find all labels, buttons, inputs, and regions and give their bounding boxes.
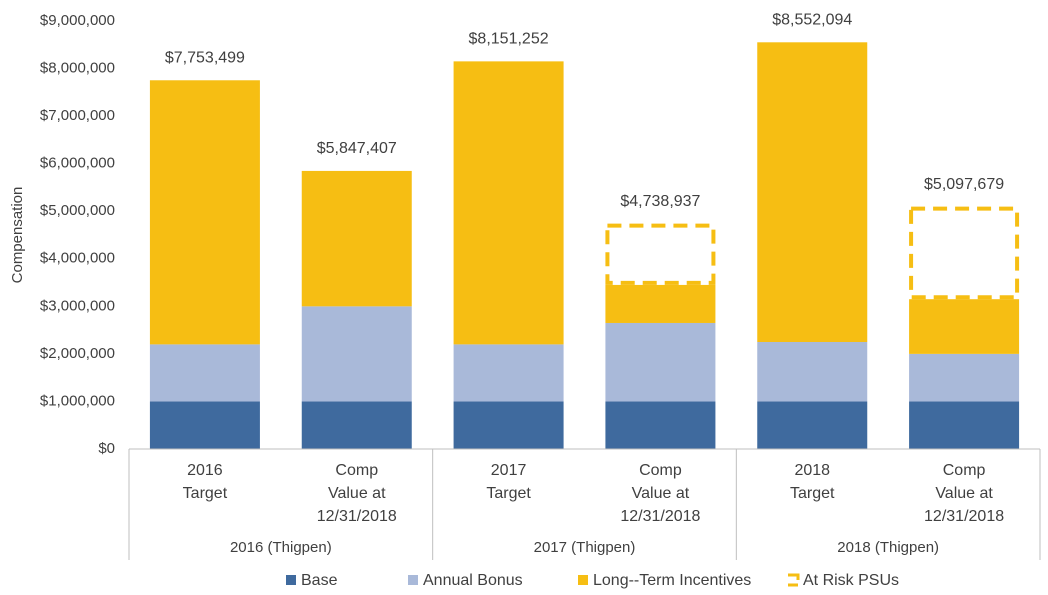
- bar-segment: [453, 401, 564, 449]
- total-label: $7,753,499: [165, 49, 245, 66]
- at-risk-bar: [605, 223, 716, 285]
- y-tick-label: $5,000,000: [40, 202, 115, 219]
- bar-segment: [453, 61, 564, 345]
- x-tick-label: 12/31/2018: [317, 508, 397, 525]
- legend-label: At Risk PSUs: [803, 572, 899, 589]
- x-tick-label: 2018: [794, 462, 830, 479]
- bar-segment: [301, 401, 412, 449]
- legend-swatch: [286, 575, 296, 585]
- x-tick-label: 12/31/2018: [620, 508, 700, 525]
- x-tick-label: 12/31/2018: [924, 508, 1004, 525]
- at-risk-bar: [909, 206, 1020, 300]
- bar-segment: [909, 353, 1020, 402]
- x-tick-label: Target: [183, 485, 228, 502]
- legend-swatch: [788, 573, 800, 587]
- bar-segment: [301, 170, 412, 307]
- x-tick-label: Target: [486, 485, 531, 502]
- y-tick-label: $4,000,000: [40, 250, 115, 267]
- y-tick-label: $1,000,000: [40, 392, 115, 409]
- legend-swatch: [578, 575, 588, 585]
- bar-segment: [757, 42, 868, 343]
- bar-segment: [909, 401, 1020, 449]
- y-axis-label: Compensation: [9, 187, 26, 284]
- legend-label: Base: [301, 572, 338, 589]
- x-tick-label: Comp: [639, 462, 682, 479]
- bar-segment: [757, 401, 868, 449]
- total-label: $5,847,407: [317, 140, 397, 157]
- x-tick-label: 2016: [187, 462, 223, 479]
- bar-segment: [453, 344, 564, 402]
- y-tick-label: $3,000,000: [40, 297, 115, 314]
- y-tick-label: $0: [98, 440, 115, 457]
- bar-segment: [149, 401, 260, 449]
- group-label: 2018 (Thigpen): [837, 539, 939, 556]
- total-label: $8,552,094: [772, 12, 852, 29]
- bar-segment: [909, 299, 1020, 354]
- x-tick-label: Value at: [632, 485, 690, 502]
- group-label: 2016 (Thigpen): [230, 539, 332, 556]
- x-tick-label: 2017: [491, 462, 527, 479]
- legend-label: Annual Bonus: [423, 572, 523, 589]
- total-label: $4,738,937: [620, 193, 700, 210]
- y-tick-label: $2,000,000: [40, 345, 115, 362]
- x-tick-label: Comp: [943, 462, 986, 479]
- x-tick-label: Target: [790, 485, 835, 502]
- legend-label: Long--Term Incentives: [593, 572, 751, 589]
- total-label: $8,151,252: [469, 31, 549, 48]
- total-label: $5,097,679: [924, 176, 1004, 193]
- x-tick-label: Value at: [328, 485, 386, 502]
- bar-segment: [605, 284, 716, 323]
- group-label: 2017 (Thigpen): [534, 539, 636, 556]
- y-tick-label: $9,000,000: [40, 12, 115, 29]
- bar-segment: [301, 306, 412, 402]
- bar-segment: [757, 342, 868, 402]
- y-tick-label: $8,000,000: [40, 60, 115, 77]
- x-tick-label: Comp: [335, 462, 378, 479]
- x-tick-label: Value at: [935, 485, 993, 502]
- y-tick-label: $6,000,000: [40, 155, 115, 172]
- bar-segment: [149, 80, 260, 345]
- y-tick-label: $7,000,000: [40, 107, 115, 124]
- bar-segment: [149, 344, 260, 402]
- bar-segment: [605, 401, 716, 449]
- bar-segment: [605, 322, 716, 402]
- legend-swatch: [408, 575, 418, 585]
